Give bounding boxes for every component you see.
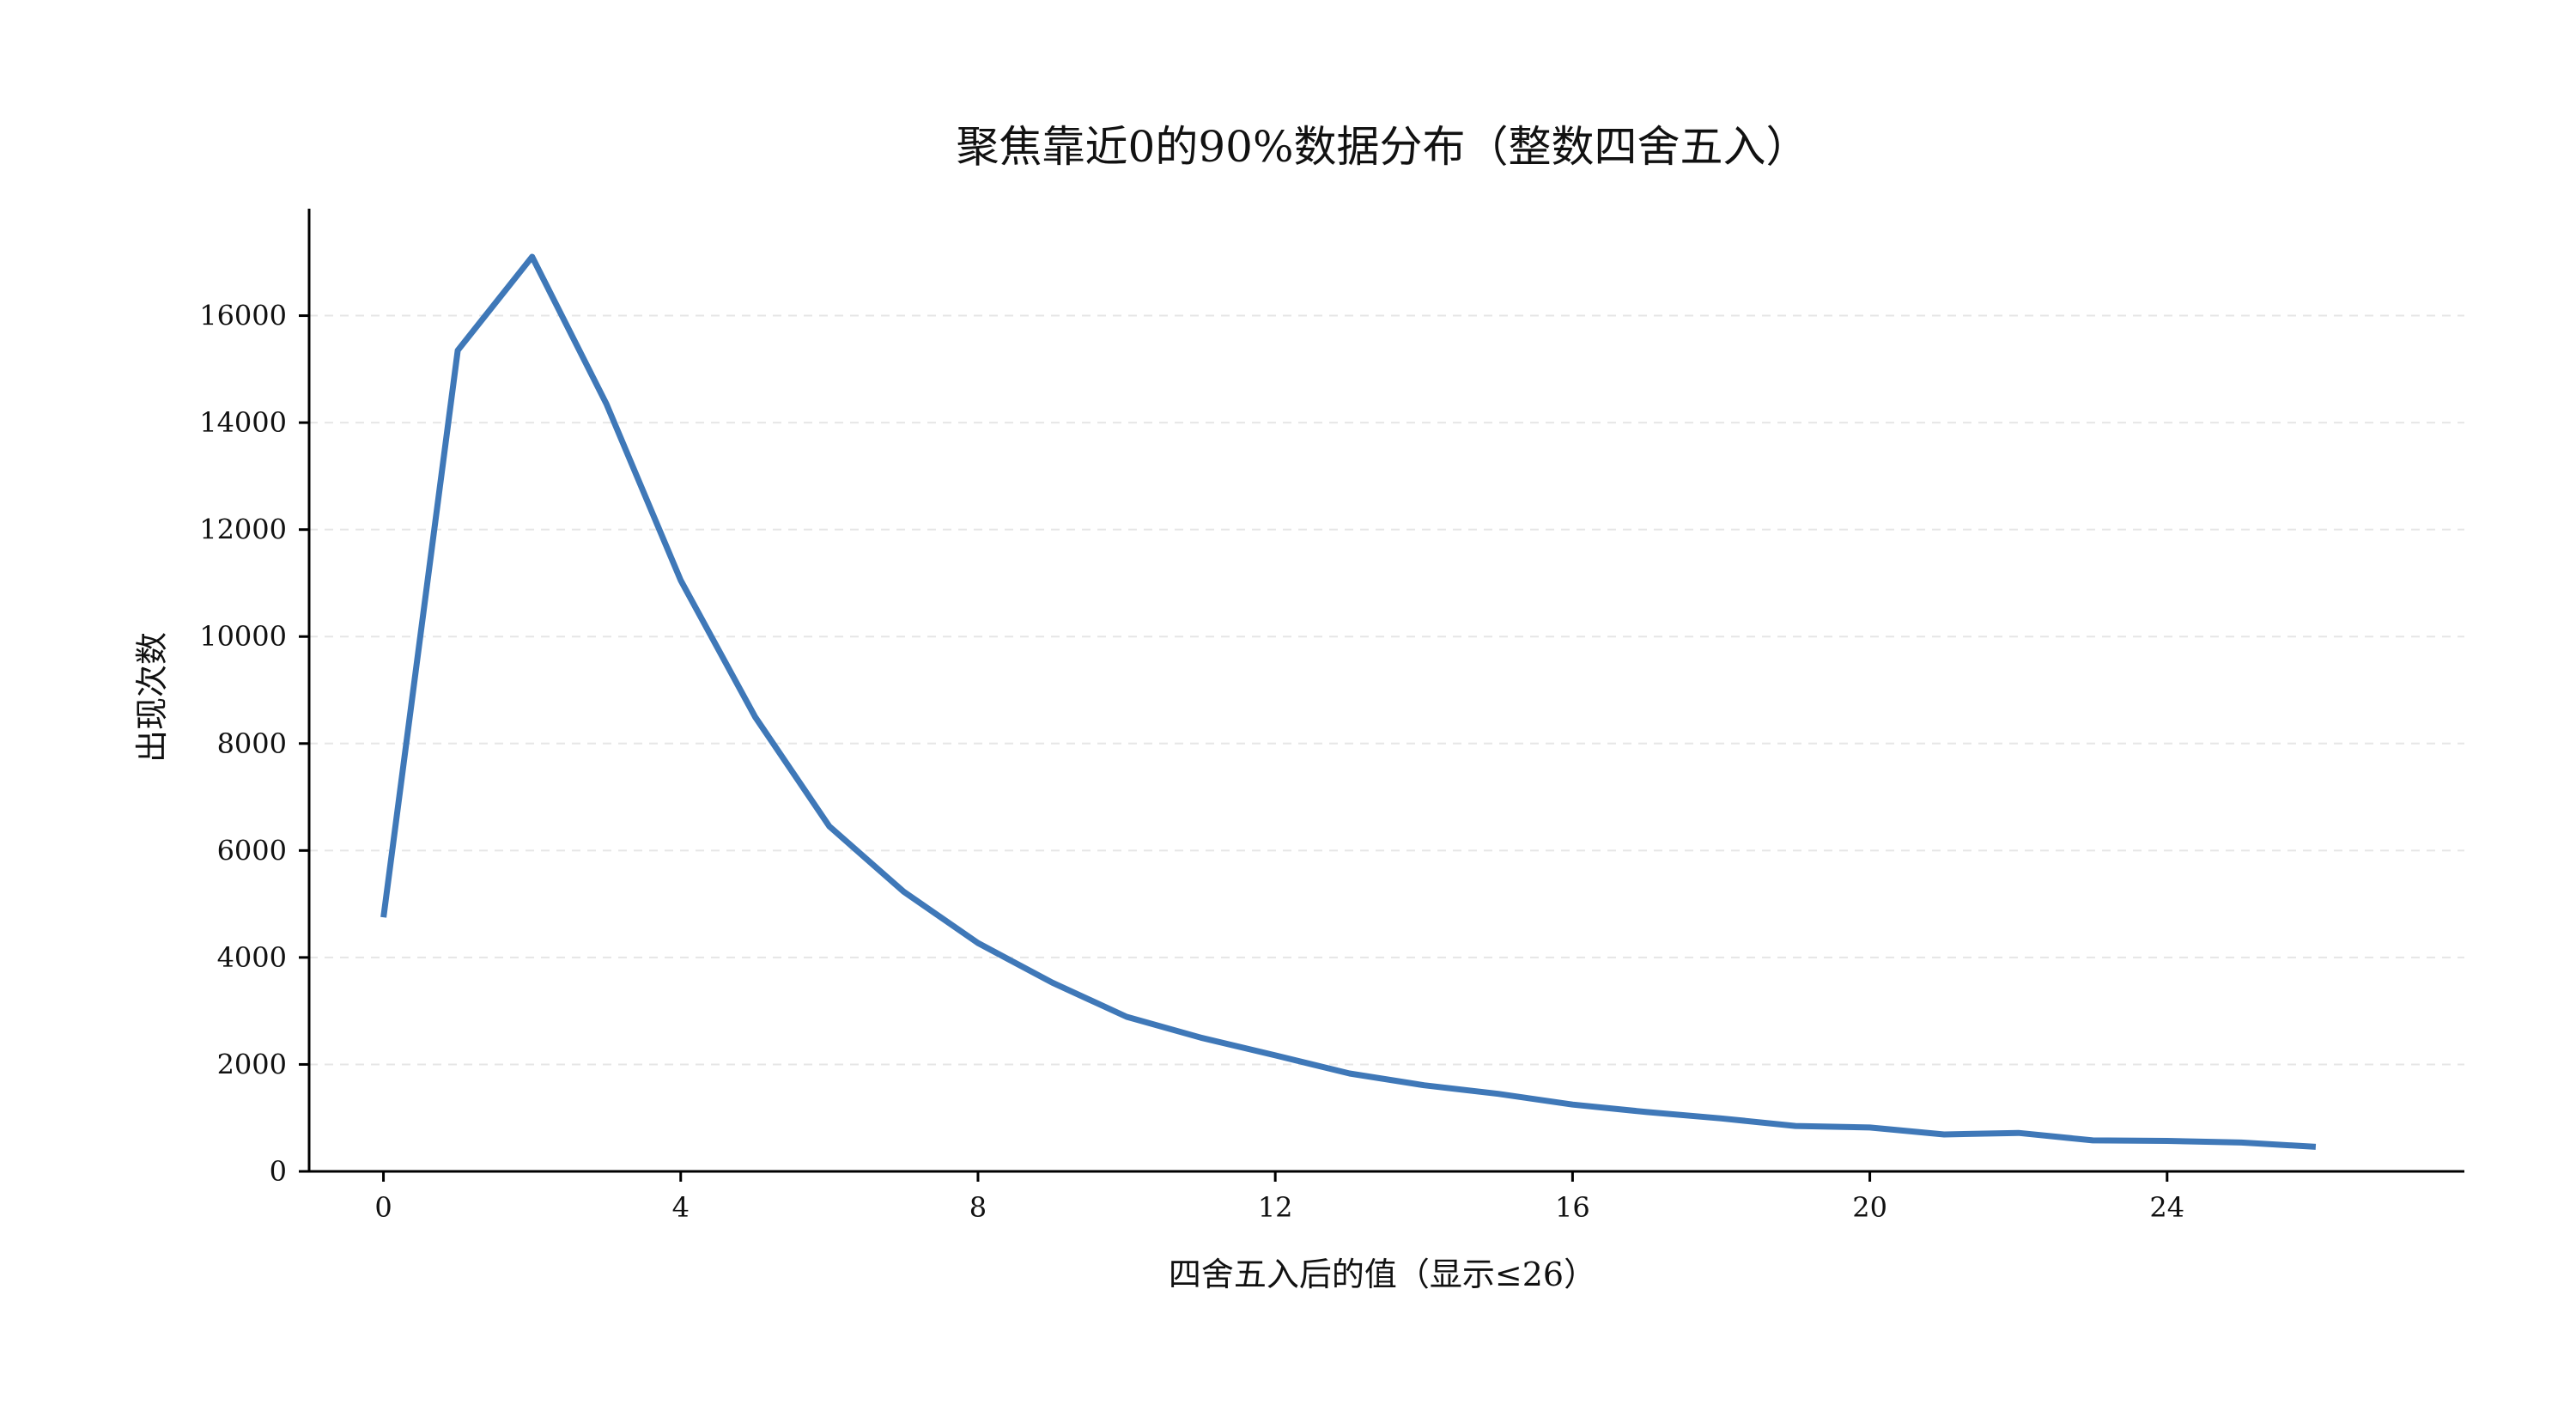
y-tick-label: 0 <box>270 1155 287 1188</box>
y-ticks: 0 2000 4000 6000 8000 10000 12000 14000 16000 <box>199 300 309 1188</box>
y-tick-label: 8000 <box>217 727 287 760</box>
y-tick-label: 10000 <box>199 620 287 653</box>
x-tick-label: 20 <box>1852 1191 1887 1224</box>
x-tick-label: 4 <box>672 1191 690 1224</box>
x-tick-label: 0 <box>374 1191 392 1224</box>
y-tick-label: 4000 <box>217 941 287 974</box>
y-tick-label: 6000 <box>217 834 287 867</box>
y-axis-label: 出现次数 <box>133 632 171 763</box>
x-ticks: 0 4 8 12 16 20 24 <box>374 1171 2184 1224</box>
grid-lines <box>309 314 2464 1066</box>
y-tick-label: 12000 <box>199 514 287 546</box>
x-tick-label: 8 <box>969 1191 987 1224</box>
y-tick-label: 14000 <box>199 406 287 439</box>
y-tick-label: 2000 <box>217 1048 287 1080</box>
chart-title: 聚焦靠近0的90%数据分布（整数四舍五入） <box>957 122 1809 172</box>
series-line <box>380 253 2317 1150</box>
x-tick-label: 12 <box>1258 1191 1293 1224</box>
x-tick-label: 16 <box>1555 1191 1590 1224</box>
y-tick-label: 16000 <box>199 300 287 332</box>
x-tick-label: 24 <box>2149 1191 2184 1224</box>
x-axis-label: 四舍五入后的值（显示≤26） <box>1169 1256 1596 1293</box>
